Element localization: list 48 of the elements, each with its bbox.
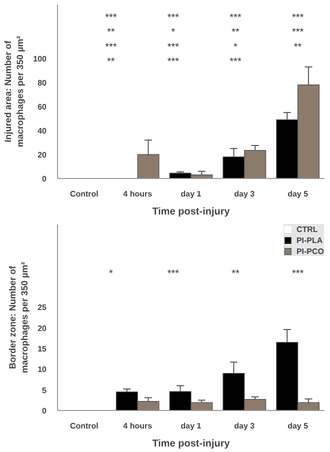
- annotation: ***: [105, 42, 117, 53]
- annotation: ***: [167, 268, 180, 280]
- annotation: ***: [105, 12, 117, 24]
- annotation: ***: [230, 12, 242, 24]
- annotation: *: [108, 268, 113, 280]
- y-axis-title: Border zone: Number of macrophages per 350 µm²: [8, 262, 30, 374]
- x-tick-label: 4 hours: [123, 190, 153, 198]
- x-tick-label: day 3: [234, 190, 256, 198]
- x-axis-title: Time post-injury: [152, 206, 230, 218]
- y-tick-label: 5: [42, 386, 48, 395]
- x-tick-label: day 3: [234, 422, 256, 430]
- y-tick-label: 20: [38, 150, 48, 160]
- y-tick-label: 60: [38, 102, 48, 112]
- annotation: **: [232, 268, 240, 280]
- x-tick-label: 4 hours: [123, 422, 153, 430]
- y-tick-label: 10: [38, 365, 48, 374]
- y-tick-label: 0: [42, 174, 48, 184]
- annotation: **: [107, 27, 115, 38]
- x-tick-label: day 1: [180, 190, 202, 198]
- legend-label: PI-PCO: [296, 246, 324, 256]
- legend-label: CTRL: [296, 224, 318, 234]
- annotation: **: [107, 56, 115, 68]
- x-axis-title: Time post-injury: [152, 438, 230, 450]
- annotation: **: [294, 42, 302, 53]
- y-axis-title: Injured area: Number of macrophages per 350 µm²: [3, 36, 26, 148]
- annotation: ***: [292, 12, 304, 24]
- y-tick-label: 80: [38, 78, 48, 88]
- annotation: ***: [167, 12, 180, 24]
- x-tick-label: Control: [70, 422, 98, 430]
- annotation: *: [171, 27, 176, 38]
- x-tick-label: day 5: [288, 190, 309, 198]
- annotation: ***: [167, 42, 180, 53]
- annotation: **: [232, 27, 240, 38]
- legend-label: PI-PLA: [296, 235, 323, 245]
- y-tick-label: 15: [38, 344, 48, 354]
- x-tick-label: day 5: [288, 422, 309, 430]
- y-tick-label: 20: [38, 324, 48, 333]
- y-tick-label: 40: [38, 126, 48, 136]
- y-tick-label: 0: [42, 406, 48, 416]
- y-tick-label: 25: [38, 303, 48, 312]
- annotation: ***: [167, 56, 180, 68]
- annotation: ***: [292, 27, 304, 38]
- x-tick-label: Control: [70, 190, 98, 198]
- x-tick-label: day 1: [180, 422, 202, 430]
- y-tick-label: 100: [33, 54, 48, 64]
- annotation: ***: [230, 56, 242, 68]
- annotation: ***: [292, 268, 304, 280]
- annotation: *: [234, 42, 238, 53]
